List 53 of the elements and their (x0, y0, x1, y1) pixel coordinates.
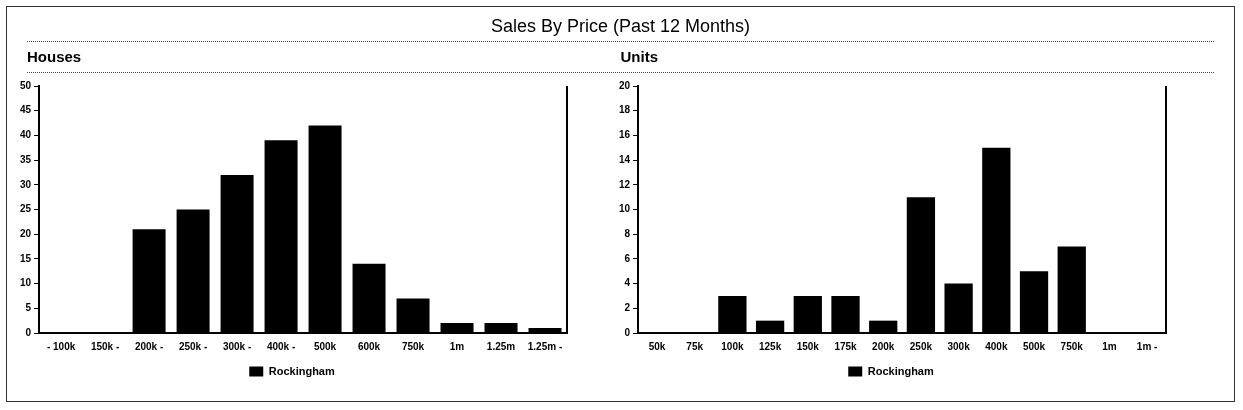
x-tick-label: 250k - (178, 340, 208, 352)
x-tick-label: - 100k (46, 340, 76, 352)
x-tick-label: 250k (909, 340, 932, 352)
y-tick-label: 35 (20, 153, 32, 165)
x-tick-label: 200k - (134, 340, 164, 352)
y-tick-label: 30 (20, 178, 32, 190)
x-tick-label: 1m (449, 340, 465, 352)
x-tick-label: 600k (357, 340, 381, 352)
y-tick-label: 16 (618, 129, 631, 141)
y-tick-label: 40 (20, 129, 32, 141)
x-tick-label: 75k (685, 340, 703, 352)
legend-label: Rockingham (867, 364, 934, 377)
y-tick-label: 5 (25, 302, 32, 314)
x-tick-label: 300k (946, 340, 970, 352)
y-tick-label: 6 (624, 252, 631, 264)
y-tick-label: 10 (20, 277, 32, 289)
y-tick-label: 0 (624, 326, 631, 338)
x-tick-label: 100k (720, 340, 744, 352)
x-tick-label: 150k - (90, 340, 120, 352)
x-tick-label: 400k - (266, 340, 296, 352)
x-tick-label: 1.25m - (527, 340, 563, 352)
y-tick-label: 0 (25, 326, 32, 338)
x-tick-label: 1m (1101, 340, 1117, 352)
y-tick-label: 14 (618, 153, 631, 165)
x-tick-label: 300k - (222, 340, 252, 352)
legend-label: Rockingham (268, 364, 335, 377)
y-tick-label: 25 (20, 203, 32, 215)
x-tick-label: 50k (648, 340, 666, 352)
y-tick-label: 10 (618, 203, 631, 215)
chart-subtitle: Units (620, 47, 659, 67)
x-tick-label: 750k (401, 340, 425, 352)
x-tick-label: 750k (1060, 340, 1083, 352)
x-tick-label: 200k (871, 340, 895, 352)
text: Sales By Price (Past 12 Months) (27, 11, 1214, 42)
y-tick-label: 45 (20, 104, 32, 116)
y-tick-label: 50 (20, 79, 32, 91)
x-tick-label: 400k (984, 340, 1008, 352)
x-tick-label: 1.25m (486, 340, 516, 352)
y-tick-label: 4 (624, 277, 631, 289)
x-tick-label: 500k (313, 340, 337, 352)
x-tick-label: 175k (833, 340, 857, 352)
y-tick-label: 15 (20, 252, 32, 264)
y-tick-label: 2 (624, 302, 631, 314)
y-tick-label: 18 (618, 104, 631, 116)
chart-subtitle: Houses (27, 47, 83, 67)
y-tick-label: 8 (624, 227, 631, 239)
x-tick-label: 125k (758, 340, 782, 352)
y-tick-label: 20 (618, 79, 631, 91)
y-tick-label: 20 (20, 227, 32, 239)
x-tick-label: 1m - (1136, 340, 1157, 352)
x-tick-label: 500k (1022, 340, 1046, 352)
x-tick-label: 150k (796, 340, 819, 352)
y-tick-label: 12 (618, 178, 631, 190)
